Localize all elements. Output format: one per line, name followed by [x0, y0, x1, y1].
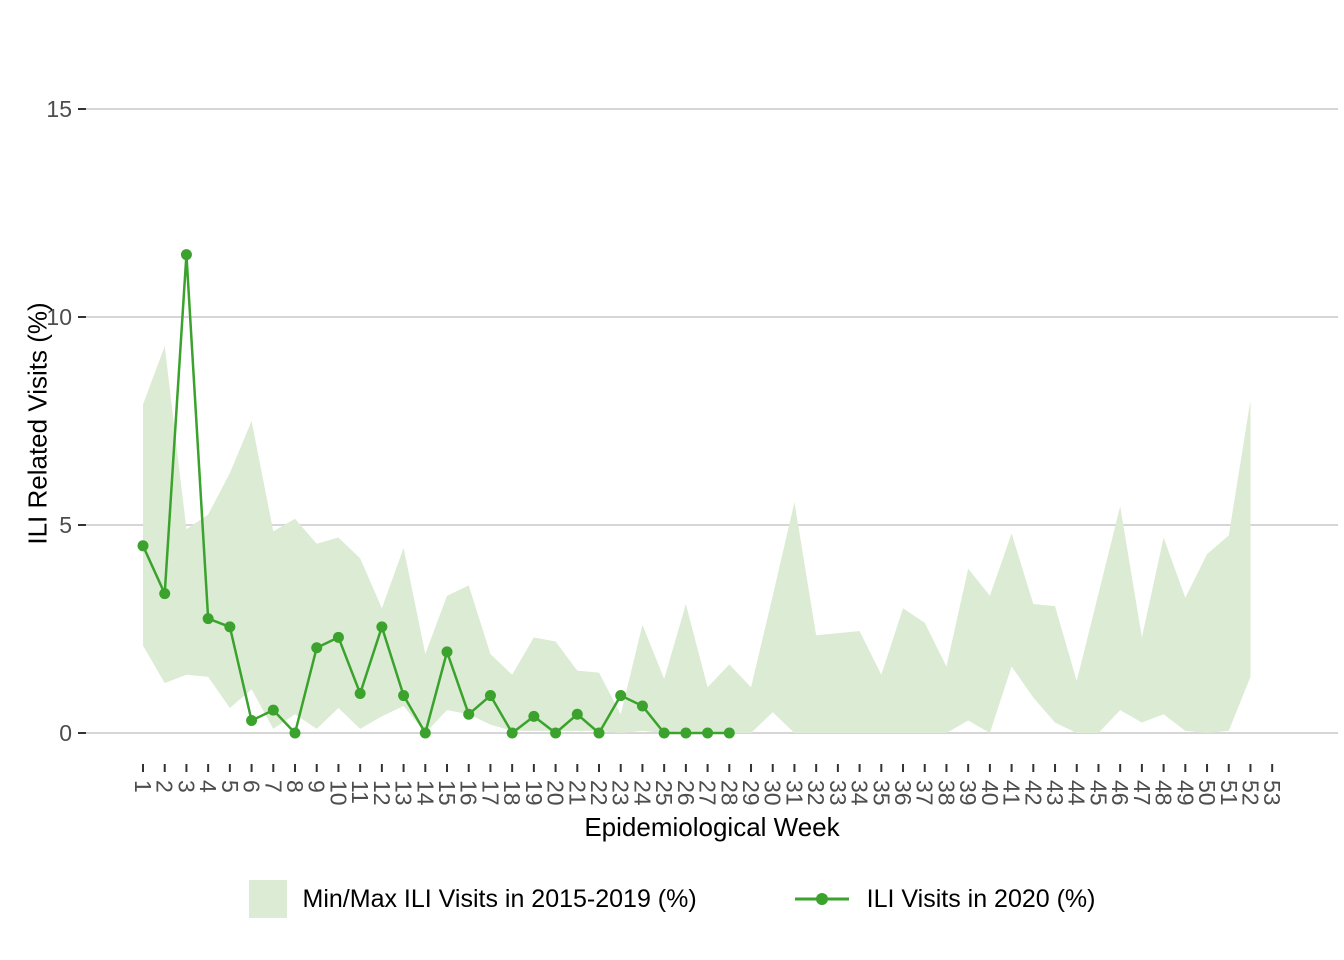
x-tick-label-15: 15 [434, 780, 460, 806]
data-point-week-11 [354, 687, 366, 699]
legend-item-2020-line: ILI Visits in 2020 (%) [793, 880, 1096, 918]
x-tick-label-6: 6 [239, 780, 265, 793]
x-tick-label-23: 23 [608, 780, 634, 806]
x-tick-label-45: 45 [1085, 780, 1111, 806]
data-point-week-4 [202, 613, 214, 625]
data-point-week-15 [441, 646, 453, 658]
x-tick-label-19: 19 [521, 780, 547, 806]
x-tick-label-10: 10 [325, 780, 351, 806]
x-tick-label-16: 16 [456, 780, 482, 806]
x-tick-label-21: 21 [564, 780, 590, 806]
x-tick-label-20: 20 [543, 780, 569, 806]
x-tick-label-48: 48 [1151, 780, 1177, 806]
legend: Min/Max ILI Visits in 2015-2019 (%) ILI … [0, 880, 1344, 918]
x-tick-label-18: 18 [499, 780, 525, 806]
y-tick-label-0: 0 [59, 720, 72, 746]
data-point-week-25 [658, 727, 670, 739]
x-tick-label-41: 41 [999, 780, 1025, 806]
minmax-band-area [143, 346, 1251, 733]
x-tick-label-39: 39 [955, 780, 981, 806]
x-tick-label-49: 49 [1172, 780, 1198, 806]
data-point-week-2 [159, 588, 171, 600]
x-tick-label-31: 31 [781, 780, 807, 806]
y-tick-label-15: 15 [46, 96, 72, 122]
x-tick-label-29: 29 [738, 780, 764, 806]
line-marker-key-icon [794, 893, 849, 905]
x-tick-label-13: 13 [391, 780, 417, 806]
x-tick-label-24: 24 [629, 780, 655, 806]
x-tick-label-32: 32 [803, 780, 829, 806]
data-point-week-28 [723, 727, 735, 739]
x-tick-label-53: 53 [1259, 780, 1285, 806]
x-tick-label-44: 44 [1064, 780, 1090, 806]
data-point-week-12 [376, 621, 388, 633]
x-tick-label-22: 22 [586, 780, 612, 806]
data-point-week-6 [246, 715, 258, 727]
x-tick-label-3: 3 [173, 780, 199, 793]
x-tick-label-12: 12 [369, 780, 395, 806]
x-tick-label-9: 9 [304, 780, 330, 793]
x-tick-label-28: 28 [716, 780, 742, 806]
data-point-week-26 [680, 727, 692, 739]
x-tick-label-43: 43 [1042, 780, 1068, 806]
x-tick-label-11: 11 [347, 780, 373, 804]
data-point-week-3 [180, 249, 192, 261]
legend-label-2020: ILI Visits in 2020 (%) [866, 884, 1096, 913]
x-tick-label-37: 37 [912, 780, 938, 806]
band-swatch-icon [248, 880, 287, 918]
x-tick-label-2: 2 [152, 780, 178, 793]
data-point-week-10 [332, 631, 344, 643]
x-tick-label-4: 4 [195, 780, 221, 793]
x-tick-label-1: 1 [130, 780, 156, 793]
data-point-week-24 [636, 700, 648, 712]
data-point-week-20 [550, 727, 562, 739]
x-tick-label-50: 50 [1194, 780, 1220, 806]
x-tick-label-36: 36 [890, 780, 916, 806]
y-axis-title: ILI Related Visits (%) [22, 302, 53, 545]
x-tick-label-17: 17 [477, 780, 503, 806]
data-point-week-18 [506, 727, 518, 739]
legend-line-dot [815, 893, 828, 905]
legend-label-minmax: Min/Max ILI Visits in 2015-2019 (%) [302, 884, 697, 913]
x-tick-label-25: 25 [651, 780, 677, 806]
y-tick-label-5: 5 [59, 512, 72, 538]
data-point-week-14 [419, 727, 431, 739]
x-tick-label-30: 30 [760, 780, 786, 806]
x-tick-label-42: 42 [1020, 780, 1046, 806]
chart-canvas: 0510151234567891011121314151617181920212… [46, 96, 1338, 806]
data-point-week-13 [398, 690, 410, 702]
x-tick-label-27: 27 [695, 780, 721, 806]
data-point-week-1 [137, 540, 149, 552]
data-point-week-22 [593, 727, 605, 739]
data-point-week-23 [615, 690, 627, 702]
x-tick-label-52: 52 [1237, 780, 1263, 806]
x-tick-label-33: 33 [825, 780, 851, 806]
x-tick-label-40: 40 [977, 780, 1003, 806]
x-tick-label-5: 5 [217, 780, 243, 793]
y-tick-label-10: 10 [46, 304, 72, 330]
x-tick-label-38: 38 [933, 780, 959, 806]
x-tick-label-34: 34 [847, 780, 873, 806]
x-tick-label-14: 14 [412, 780, 438, 806]
legend-item-minmax-band: Min/Max ILI Visits in 2015-2019 (%) [248, 880, 697, 918]
x-tick-label-8: 8 [282, 780, 308, 793]
ili-2020-line [141, 253, 731, 735]
data-point-week-16 [463, 708, 475, 720]
x-tick-label-51: 51 [1216, 780, 1242, 806]
x-tick-label-46: 46 [1107, 780, 1133, 806]
x-axis-title: Epidemiological Week [584, 812, 840, 842]
x-tick-label-26: 26 [673, 780, 699, 806]
data-point-week-17 [484, 690, 496, 702]
x-tick-label-35: 35 [868, 780, 894, 806]
data-point-week-5 [224, 621, 236, 633]
data-point-week-7 [267, 704, 279, 716]
data-point-week-21 [571, 708, 583, 720]
data-point-week-27 [702, 727, 714, 739]
data-point-week-9 [311, 642, 323, 654]
data-point-week-19 [528, 710, 540, 722]
x-tick-label-7: 7 [260, 780, 286, 793]
x-tick-label-47: 47 [1129, 780, 1155, 806]
data-point-week-8 [289, 727, 301, 739]
